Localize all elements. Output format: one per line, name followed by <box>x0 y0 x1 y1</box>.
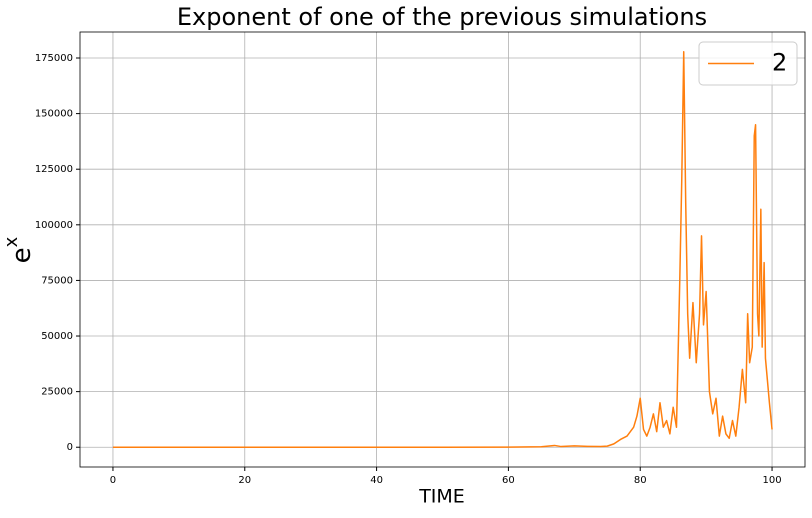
x-tick-label: 20 <box>238 475 251 486</box>
y-tick-label: 175000 <box>35 53 73 64</box>
y-tick-label: 0 <box>67 442 73 453</box>
data-line <box>112 51 773 448</box>
chart-title: Exponent of one of the previous simulati… <box>177 3 707 31</box>
y-label-base: e <box>7 247 37 263</box>
x-tick-label: 0 <box>110 475 116 486</box>
y-tick-label: 150000 <box>35 109 73 120</box>
y-tick-label: 50000 <box>41 331 73 342</box>
y-axis-label: ex <box>1 236 37 263</box>
y-label-exponent: x <box>1 236 22 247</box>
x-tick-label: 80 <box>634 475 647 486</box>
x-axis-label: TIME <box>418 486 465 508</box>
plot-frame <box>79 31 806 468</box>
x-tick-label: 40 <box>370 475 383 486</box>
y-tick-label: 75000 <box>41 275 73 286</box>
x-tick-label: 60 <box>502 475 515 486</box>
y-tick-label: 25000 <box>41 387 73 398</box>
legend-label: 2 <box>772 49 787 77</box>
y-tick-label: 125000 <box>35 164 73 175</box>
x-tick-label: 100 <box>762 475 781 486</box>
y-tick-label: 100000 <box>35 220 73 231</box>
